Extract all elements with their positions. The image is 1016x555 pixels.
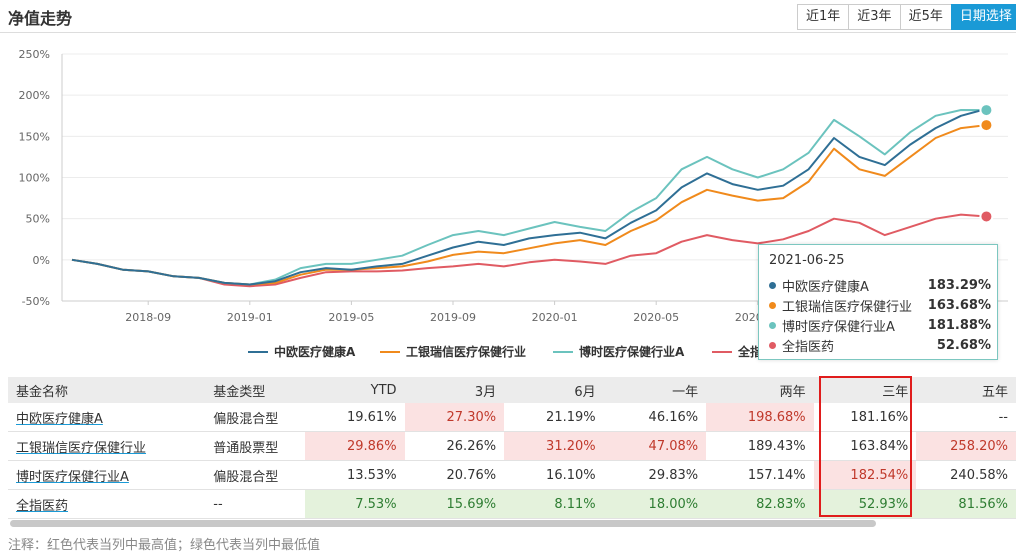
return-cell: 16.10% [504, 460, 604, 490]
return-cell: 29.86% [305, 431, 405, 461]
col-header: 基金名称 [8, 377, 206, 403]
page-title: 净值走势 [8, 9, 73, 28]
x-tick-label: 2019-05 [328, 311, 374, 324]
return-cell: 47.08% [603, 431, 707, 461]
tooltip-row: 博时医疗保健行业A 181.88% [769, 315, 991, 335]
return-cell: 46.16% [603, 403, 707, 432]
x-tick-label: 2019-09 [430, 311, 476, 324]
range-1y-button[interactable]: 近1年 [797, 4, 850, 30]
tooltip-row: 工银瑞信医疗保健行业 163.68% [769, 295, 991, 315]
return-cell: 198.68% [706, 403, 814, 432]
x-tick-label: 2018-09 [125, 311, 171, 324]
return-cell: 27.30% [404, 403, 505, 432]
table-row: 博时医疗保健行业A 偏股混合型 13.53% 20.76% 16.10% 29.83% 15… [8, 460, 1016, 490]
col-header[interactable]: 一年 [603, 377, 707, 403]
return-cell: 163.84% [813, 431, 917, 461]
series-end-marker-2 [979, 103, 994, 118]
legend-swatch [553, 350, 573, 353]
series-end-marker-3 [979, 209, 994, 224]
tooltip-row: 全指医药 52.68% [769, 335, 991, 355]
range-5y-button[interactable]: 近5年 [899, 4, 952, 30]
table-row: 全指医药 -- 7.53% 15.69% 8.11% 18.00% 82.83% 52.93%… [8, 489, 1016, 519]
chart-legend: 中欧医疗健康A 工银瑞信医疗保健行业 博时医疗保健行业A 全指医药 [0, 343, 1016, 361]
y-tick-label: 0% [33, 254, 50, 267]
return-cell: 31.20% [504, 431, 604, 461]
fund-type-cell: 普通股票型 [205, 431, 306, 461]
return-cell: 26.26% [404, 431, 505, 461]
legend-swatch [248, 350, 268, 353]
y-tick-label: 200% [19, 89, 50, 102]
return-cell: 7.53% [305, 489, 405, 519]
series-line-0 [71, 107, 987, 286]
fund-name-link[interactable]: 全指医药 [8, 489, 206, 519]
legend-item-zhongou[interactable]: 中欧医疗健康A [248, 343, 355, 360]
return-cell: 82.83% [706, 489, 814, 519]
return-cell: 81.56% [916, 489, 1016, 519]
tooltip-date: 2021-06-25 [769, 253, 845, 268]
return-cell: 181.16% [813, 403, 917, 432]
return-cell: 18.00% [603, 489, 707, 519]
return-cell: 13.53% [305, 460, 405, 490]
fund-name-link[interactable]: 工银瑞信医疗保健行业 [8, 431, 206, 461]
y-tick-label: -50% [22, 295, 50, 308]
table-row: 工银瑞信医疗保健行业 普通股票型 29.86% 26.26% 31.20% 47.08% 1… [8, 431, 1016, 461]
series-dot-icon [769, 281, 776, 289]
fund-type-cell: -- [205, 489, 306, 519]
nav-line-chart[interactable]: 250% 200% 150% 100% 50% 0% -50% 2018-09 2019-01 2… [0, 34, 1016, 334]
tooltip-row: 中欧医疗健康A 183.29% [769, 275, 991, 295]
return-cell: 8.11% [504, 489, 604, 519]
col-header[interactable]: 五年 [916, 377, 1016, 403]
return-cell: 21.19% [504, 403, 604, 432]
return-cell: 157.14% [706, 460, 814, 490]
fund-type-cell: 偏股混合型 [205, 460, 306, 490]
return-cell: 189.43% [706, 431, 814, 461]
series-line-3 [71, 213, 987, 288]
date-select-button[interactable]: 日期选择 [950, 4, 1016, 30]
return-cell: 15.69% [404, 489, 505, 519]
col-header: 基金类型 [205, 377, 306, 403]
y-tick-label: 100% [19, 172, 50, 185]
legend-swatch [380, 350, 400, 353]
col-header[interactable]: 两年 [706, 377, 814, 403]
series-dot-icon [769, 341, 776, 349]
table-footnote: 注释：红色代表当列中最高值；绿色代表当列中最低值 [8, 538, 321, 553]
col-header[interactable]: YTD [305, 377, 405, 403]
legend-item-boshi[interactable]: 博时医疗保健行业A [553, 343, 684, 360]
legend-swatch [712, 350, 732, 353]
table-header-row: 基金名称 基金类型 YTD 3月 6月 一年 两年 三年 五年 [8, 377, 1016, 403]
y-tick-label: 250% [19, 48, 50, 61]
chart-tooltip: 2021-06-25 中欧医疗健康A 183.29% 工银瑞信医疗保健行业 163.… [758, 244, 998, 360]
range-button-group: 近1年 近3年 近5年 日期选择 [797, 4, 1016, 30]
table-row: 中欧医疗健康A 偏股混合型 19.61% 27.30% 21.19% 46.16% 198.… [8, 403, 1016, 432]
fund-name-link[interactable]: 博时医疗保健行业A [8, 460, 206, 490]
return-cell: 240.58% [916, 460, 1016, 490]
fund-type-cell: 偏股混合型 [205, 403, 306, 432]
return-cell: 19.61% [305, 403, 405, 432]
col-header[interactable]: 3月 [404, 377, 505, 403]
return-cell: -- [916, 403, 1016, 432]
return-cell: 52.93% [813, 489, 917, 519]
y-tick-label: 50% [26, 213, 50, 226]
range-3y-button[interactable]: 近3年 [848, 4, 901, 30]
header-divider [0, 32, 1016, 33]
y-tick-label: 150% [19, 130, 50, 143]
fund-name-link[interactable]: 中欧医疗健康A [8, 403, 206, 432]
col-header[interactable]: 6月 [504, 377, 604, 403]
x-tick-label: 2019-01 [227, 311, 273, 324]
fund-performance-table: 基金名称 基金类型 YTD 3月 6月 一年 两年 三年 五年 中欧医疗健康A 偏… [8, 377, 1016, 519]
x-tick-label: 2020-01 [532, 311, 578, 324]
series-dot-icon [769, 321, 776, 329]
col-header[interactable]: 三年 [813, 377, 917, 403]
series-dot-icon [769, 301, 776, 309]
return-cell: 258.20% [916, 431, 1016, 461]
three-year-highlight-box [819, 376, 912, 517]
legend-item-gongyin[interactable]: 工银瑞信医疗保健行业 [380, 343, 526, 360]
return-cell: 29.83% [603, 460, 707, 490]
horizontal-scrollbar[interactable] [10, 520, 876, 527]
x-tick-label: 2020-05 [633, 311, 679, 324]
return-cell: 20.76% [404, 460, 505, 490]
return-cell: 182.54% [813, 460, 917, 490]
series-end-marker-1 [979, 118, 994, 133]
